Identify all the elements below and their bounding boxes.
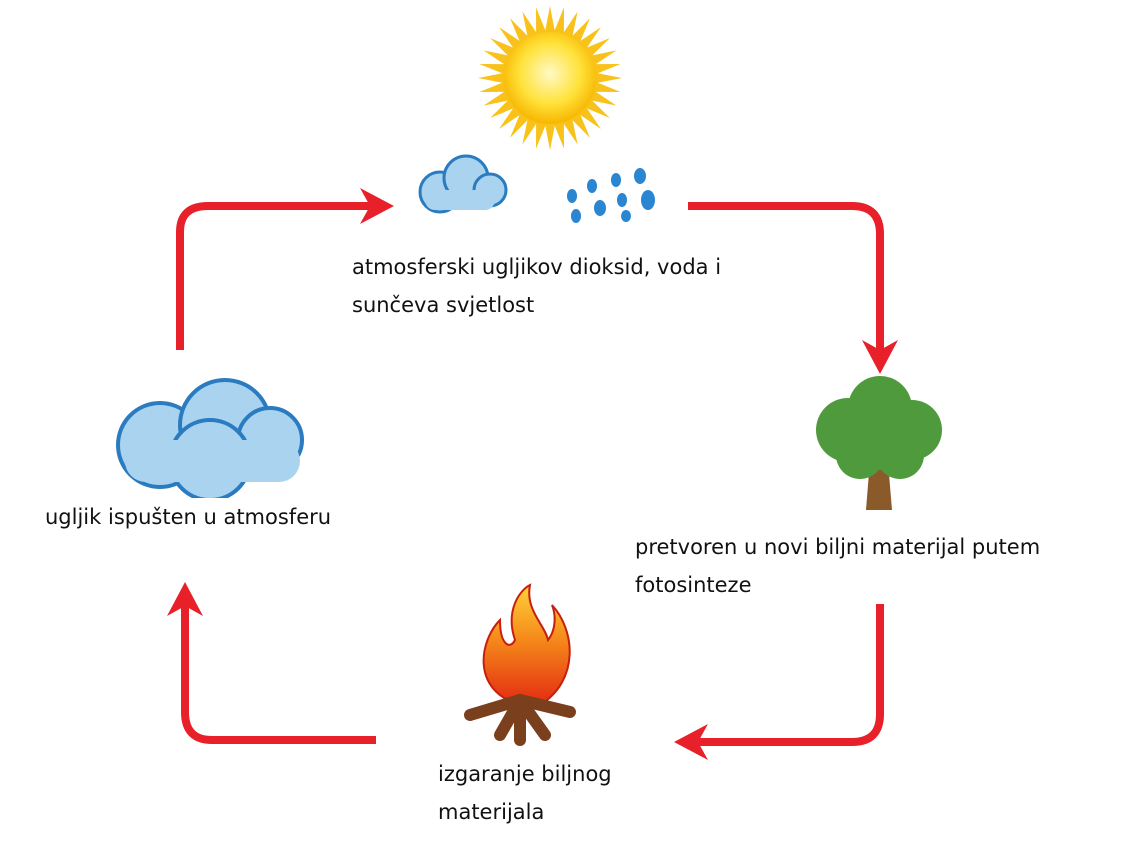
- arrow: [185, 604, 376, 740]
- label-line: izgaranje biljnog: [438, 755, 668, 793]
- sun-disk: [504, 32, 596, 124]
- label-line: ugljik ispušten u atmosferu: [45, 498, 435, 536]
- arrow: [180, 206, 372, 350]
- fire-icon: [470, 585, 570, 740]
- label-line: materijala: [438, 793, 668, 831]
- label-line: atmosferski ugljikov dioksid, voda i: [352, 248, 792, 286]
- big-cloud-icon: [118, 380, 302, 500]
- tree-icon: [816, 376, 942, 510]
- small-cloud-icon: [420, 156, 506, 212]
- label-line: fotosinteze: [635, 566, 1115, 604]
- label-line: sunčeva svjetlost: [352, 286, 792, 324]
- label-line: pretvoren u novi biljni materijal putem: [635, 528, 1115, 566]
- diagram: atmosferski ugljikov dioksid, voda isunč…: [0, 0, 1122, 856]
- node-label: ugljik ispušten u atmosferu: [39, 498, 441, 558]
- sun-icon: [478, 6, 622, 150]
- arrow: [698, 594, 880, 742]
- diagram-graphics: [0, 0, 1122, 856]
- rain-icon: [567, 168, 655, 223]
